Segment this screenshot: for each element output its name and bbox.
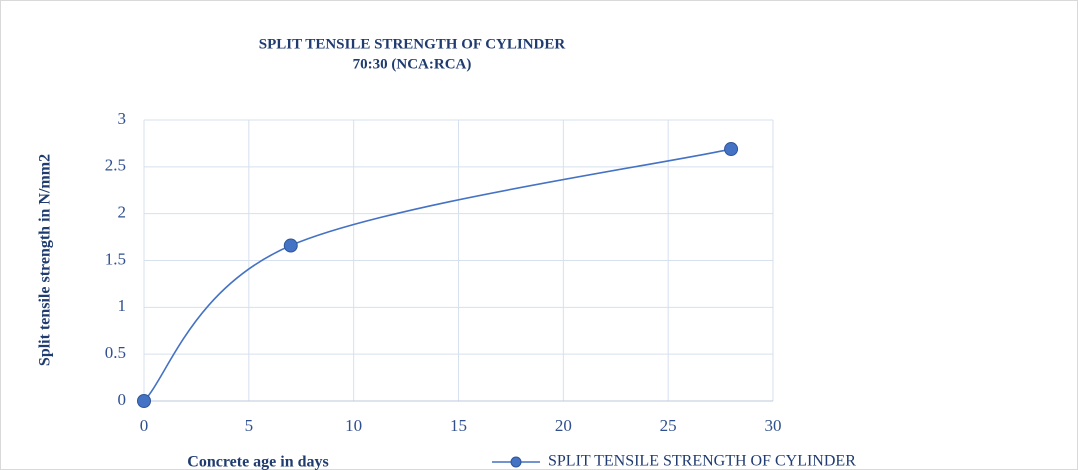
- y-tick-label: 1: [118, 296, 127, 315]
- x-tick-label: 20: [555, 416, 572, 435]
- x-tick-label: 0: [140, 416, 149, 435]
- y-tick-label: 0.5: [105, 343, 126, 362]
- y-tick-label: 0: [118, 390, 127, 409]
- legend-marker: [510, 456, 522, 468]
- legend-label: SPLIT TENSILE STRENGTH OF CYLINDER: [548, 453, 856, 470]
- x-axis-label: Concrete age in days: [187, 454, 328, 470]
- x-tick-label: 15: [450, 416, 467, 435]
- y-tick-label: 2: [118, 203, 127, 222]
- x-tick-label: 5: [245, 416, 254, 435]
- data-point: [137, 394, 151, 408]
- y-tick-label: 3: [118, 109, 127, 128]
- series-line: [143, 148, 732, 402]
- data-point: [724, 142, 739, 157]
- data-point: [283, 238, 298, 253]
- chart-title: SPLIT TENSILE STRENGTH OF CYLINDER: [259, 36, 566, 52]
- y-axis-label: Split tensile strength in N/mm2: [37, 154, 54, 366]
- y-tick-label: 2.5: [105, 156, 126, 175]
- y-tick-label: 1.5: [105, 249, 126, 268]
- x-tick-label: 25: [660, 416, 677, 435]
- x-tick-label: 10: [345, 416, 362, 435]
- chart-subtitle: 70:30 (NCA:RCA): [353, 56, 472, 72]
- x-tick-label: 30: [765, 416, 782, 435]
